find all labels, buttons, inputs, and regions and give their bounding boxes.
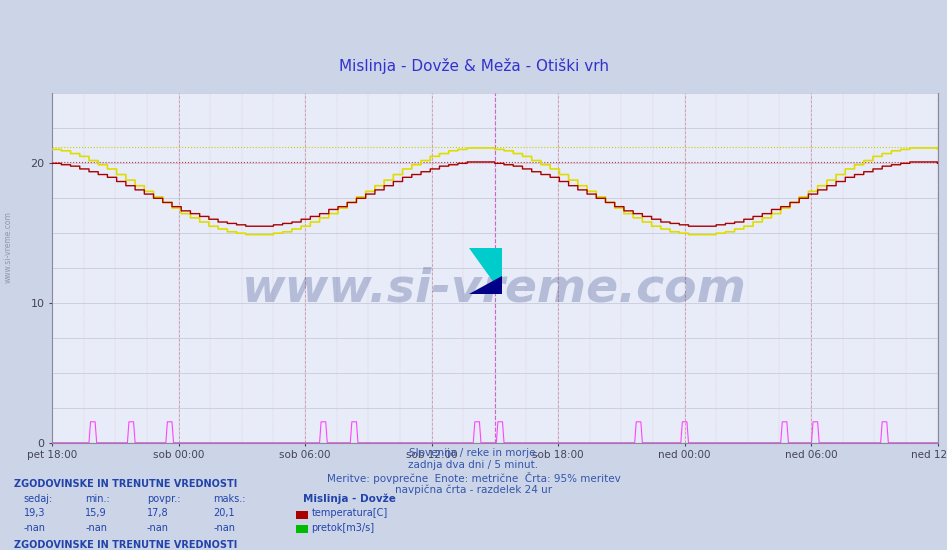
Text: -nan: -nan (24, 522, 45, 533)
Text: sedaj:: sedaj: (24, 494, 53, 504)
Text: ZGODOVINSKE IN TRENUTNE VREDNOSTI: ZGODOVINSKE IN TRENUTNE VREDNOSTI (14, 540, 238, 550)
Text: pretok[m3/s]: pretok[m3/s] (312, 522, 375, 533)
Text: 19,3: 19,3 (24, 508, 45, 519)
Text: Mislinja - Dovže & Meža - Otiški vrh: Mislinja - Dovže & Meža - Otiški vrh (338, 58, 609, 74)
Text: zadnja dva dni / 5 minut.: zadnja dva dni / 5 minut. (408, 460, 539, 470)
Polygon shape (469, 248, 502, 294)
Text: temperatura[C]: temperatura[C] (312, 508, 388, 519)
Text: navpična črta - razdelek 24 ur: navpična črta - razdelek 24 ur (395, 485, 552, 495)
Text: www.si-vreme.com: www.si-vreme.com (242, 267, 747, 312)
Text: 17,8: 17,8 (147, 508, 169, 519)
Text: povpr.:: povpr.: (147, 494, 180, 504)
Text: Slovenija / reke in morje.: Slovenija / reke in morje. (408, 448, 539, 458)
Text: www.si-vreme.com: www.si-vreme.com (4, 212, 13, 283)
Polygon shape (469, 276, 502, 294)
Text: -nan: -nan (213, 522, 235, 533)
Text: Mislinja - Dovže: Mislinja - Dovže (303, 494, 396, 504)
Text: ZGODOVINSKE IN TRENUTNE VREDNOSTI: ZGODOVINSKE IN TRENUTNE VREDNOSTI (14, 478, 238, 489)
Text: maks.:: maks.: (213, 494, 245, 504)
Text: min.:: min.: (85, 494, 110, 504)
Text: 15,9: 15,9 (85, 508, 107, 519)
Text: Meritve: povprečne  Enote: metrične  Črta: 95% meritev: Meritve: povprečne Enote: metrične Črta:… (327, 472, 620, 485)
Text: -nan: -nan (85, 522, 107, 533)
Text: 20,1: 20,1 (213, 508, 235, 519)
Text: -nan: -nan (147, 522, 169, 533)
